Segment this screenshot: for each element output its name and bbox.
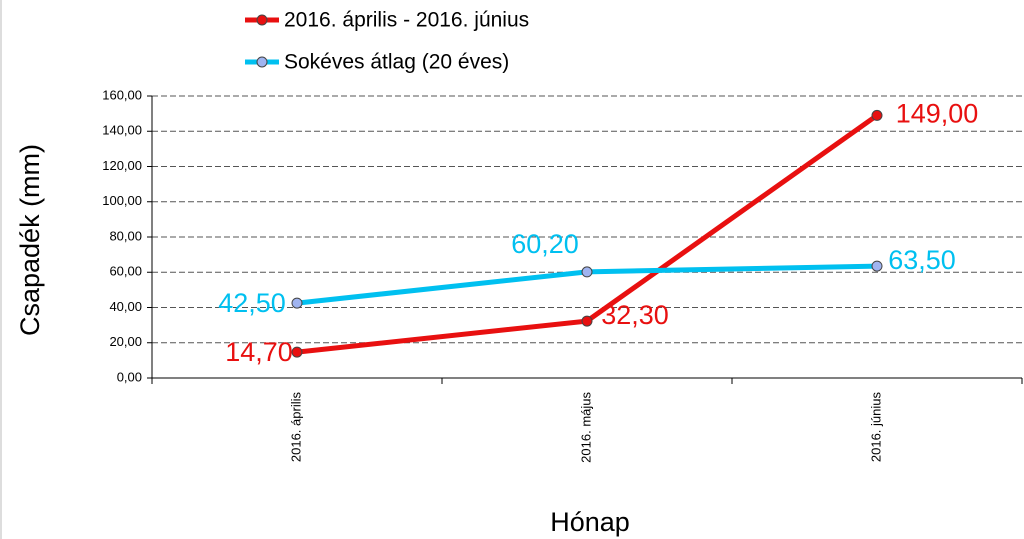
y-tick-label: 160,00 [102, 87, 142, 102]
marker [291, 297, 303, 309]
marker [871, 260, 883, 272]
y-axis-title: Csapadék (mm) [15, 144, 45, 336]
data-label: 63,50 [888, 245, 956, 275]
x-tick-label: 2016. május [578, 392, 593, 463]
data-label: 32,30 [601, 300, 669, 330]
marker [871, 109, 883, 121]
y-tick-label: 140,00 [102, 123, 142, 138]
legend-label: 2016. április - 2016. június [284, 9, 529, 32]
data-label: 60,20 [511, 229, 579, 259]
y-tick-label: 20,00 [109, 334, 142, 349]
y-tick-label: 120,00 [102, 158, 142, 173]
legend-marker [256, 14, 268, 26]
marker [291, 346, 303, 358]
y-tick-label: 80,00 [109, 228, 142, 243]
marker [581, 266, 593, 278]
x-axis-title: Hónap [550, 507, 630, 537]
legend-marker [256, 56, 268, 68]
x-tick-label: 2016. június [868, 392, 883, 463]
y-tick-label: 0,00 [117, 369, 142, 384]
y-tick-label: 60,00 [109, 264, 142, 279]
legend-label: Sokéves átlag (20 éves) [284, 51, 509, 74]
y-tick-label: 40,00 [109, 299, 142, 314]
data-label: 14,70 [225, 337, 293, 367]
marker [581, 315, 593, 327]
y-tick-label: 100,00 [102, 193, 142, 208]
data-label: 149,00 [896, 99, 979, 129]
x-tick-label: 2016. április [288, 392, 303, 463]
data-label: 42,50 [218, 288, 286, 318]
